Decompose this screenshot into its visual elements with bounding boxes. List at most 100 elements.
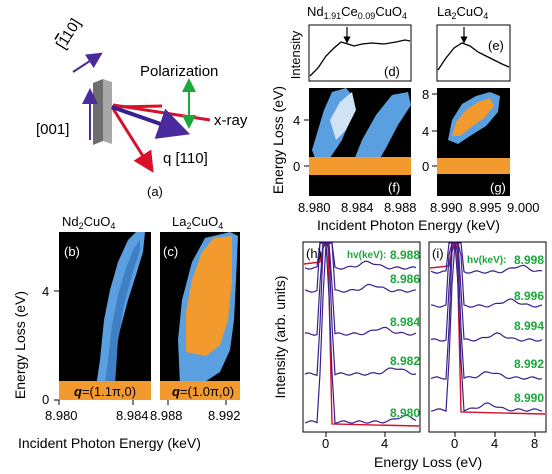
polarization-label: Polarization bbox=[140, 63, 218, 80]
panel-e-xas-curve bbox=[437, 42, 510, 71]
i-spectrum-2 bbox=[430, 242, 543, 308]
i-spectrum-3 bbox=[430, 242, 543, 342]
panel-d: Nd1.91Ce0.09CuO4 (d) bbox=[307, 4, 412, 82]
panel-i-spectra bbox=[429, 240, 546, 415]
i-energy-2: 8.996 bbox=[514, 289, 544, 303]
panel-a-label: (a) bbox=[147, 184, 163, 199]
c-xticklabel-1: 8.988 bbox=[150, 408, 183, 423]
panel-b-title: Nd2CuO4 bbox=[62, 214, 115, 231]
i-xticklabel-0: 0 bbox=[451, 436, 458, 451]
panel-e-title: La2CuO4 bbox=[437, 4, 488, 21]
panel-e-frame bbox=[436, 24, 511, 82]
panel-c-q: q=(1.0π,0) bbox=[172, 384, 234, 399]
dir-110bar-arrow bbox=[72, 52, 103, 73]
h-xticklabel-4: 4 bbox=[381, 436, 388, 451]
b-yticklabel-4: 4 bbox=[42, 284, 49, 299]
b-xticklabel-2: 8.984 bbox=[116, 408, 149, 423]
i-energy-4: 8.992 bbox=[514, 357, 544, 371]
panel-h-spectra bbox=[303, 241, 420, 427]
f-xticklabel-2: 8.984 bbox=[341, 200, 374, 215]
i-energy-5: 8.990 bbox=[514, 391, 544, 405]
i-energy-1: 8.998 bbox=[514, 253, 544, 267]
g-xticklabel-3: 9.000 bbox=[507, 200, 540, 215]
panel-g-elastic-band bbox=[437, 158, 510, 174]
g-yticklabel-0: 0 bbox=[422, 159, 429, 174]
f-xticklabel-3: 8.988 bbox=[384, 200, 417, 215]
i-xticklabel-8: 8 bbox=[531, 436, 538, 451]
bc-ylabel: Energy Loss (eV) bbox=[12, 291, 28, 399]
scattered-beam bbox=[110, 106, 154, 173]
panel-c: La2CuO4 (c) q=(1.0π,0) 8.988 8.992 bbox=[150, 214, 241, 423]
f-yticklabel-0: 0 bbox=[293, 159, 300, 174]
h-energy-3: 8.984 bbox=[390, 315, 420, 329]
h-spectrum-3 bbox=[305, 242, 417, 336]
panel-d-frame bbox=[308, 24, 412, 82]
b-xticklabel-1: 8.980 bbox=[45, 408, 78, 423]
panel-b-q: q=(1.1π,0) bbox=[74, 384, 136, 399]
panel-g-excitation bbox=[452, 98, 494, 136]
panel-b: Nd2CuO4 (b) q=(1.1π,0) 8.980 8.984 4 0 bbox=[42, 214, 151, 423]
panel-a-diagram: [110] [001] x-ray q [110] Polarization (… bbox=[36, 16, 248, 199]
panel-i-label: (i) bbox=[432, 246, 444, 261]
intensity-label: Intensity bbox=[288, 30, 303, 79]
panel-f-label: (f) bbox=[388, 180, 400, 195]
panel-c-title: La2CuO4 bbox=[172, 214, 223, 231]
h-energy-5: 8.980 bbox=[390, 406, 420, 420]
hi-xlabel: Energy Loss (eV) bbox=[374, 454, 482, 470]
dir-110bar-label: [110] bbox=[53, 16, 85, 52]
panel-i-hv: hv(keV): bbox=[467, 255, 506, 266]
i-spectrum-4 bbox=[430, 240, 543, 380]
i-energy-3: 8.994 bbox=[514, 319, 544, 333]
sample-side bbox=[93, 79, 103, 145]
i-spectrum-5 bbox=[430, 242, 543, 412]
panel-c-elastic-band bbox=[160, 381, 240, 400]
panel-i: (i) hv(keV): 8.998 8.996 8.994 8.992 8.9… bbox=[428, 240, 547, 451]
g-xticklabel-1: 8.990 bbox=[430, 200, 463, 215]
c-xticklabel-2: 8.992 bbox=[208, 408, 241, 423]
g-yticklabel-8: 8 bbox=[422, 87, 429, 102]
h-spectrum-4 bbox=[304, 241, 417, 376]
bc-xlabel: Incident Photon Energy (keV) bbox=[18, 435, 201, 451]
scattered-beam-2 bbox=[111, 104, 163, 109]
panel-d-title: Nd1.91Ce0.09CuO4 bbox=[307, 4, 407, 21]
sample-face bbox=[103, 79, 112, 144]
panel-h: (h) hv(keV): 8.988 8.986 8.984 8.982 8.9… bbox=[302, 241, 421, 451]
panel-c-label: (c) bbox=[163, 244, 178, 259]
panel-d-xas-curve bbox=[309, 39, 411, 77]
fg-ylabel: Energy Loss (eV) bbox=[270, 86, 286, 194]
panel-c-excitation bbox=[186, 236, 232, 356]
panel-f-below bbox=[309, 175, 411, 196]
panel-b-dispersion-core bbox=[103, 240, 140, 400]
panel-d-label: (d) bbox=[384, 64, 400, 79]
panel-e: La2CuO4 (e) bbox=[436, 4, 511, 82]
panel-h-hv: hv(keV): bbox=[347, 250, 386, 261]
fg-xlabel: Incident Photon Energy (keV) bbox=[317, 217, 500, 233]
xray-label: x-ray bbox=[214, 112, 248, 129]
panel-f-elastic-band bbox=[309, 157, 411, 175]
dir-001-label: [001] bbox=[36, 121, 69, 138]
h-spectrum-5 bbox=[304, 242, 417, 424]
h-xticklabel-0: 0 bbox=[322, 436, 329, 451]
panel-g-label: (g) bbox=[490, 180, 506, 195]
panel-b-label: (b) bbox=[64, 244, 80, 259]
panel-g: (g) 8 4 0 8.990 8.995 9.000 bbox=[422, 87, 540, 215]
panel-f-highlight bbox=[330, 92, 356, 140]
h-energy-1: 8.988 bbox=[390, 248, 420, 262]
f-xticklabel-1: 8.980 bbox=[298, 200, 331, 215]
hi-ylabel: Intensity (arb. units) bbox=[272, 276, 288, 399]
panel-h-label: (h) bbox=[306, 246, 322, 261]
q-arrow bbox=[111, 105, 191, 139]
i-spectrum-1 bbox=[430, 242, 543, 274]
g-xticklabel-2: 8.995 bbox=[469, 200, 502, 215]
panel-e-label: (e) bbox=[488, 38, 504, 53]
g-yticklabel-4: 4 bbox=[422, 124, 429, 139]
b-yticklabel-0: 0 bbox=[42, 392, 49, 407]
panel-f-dispersion bbox=[350, 92, 411, 172]
q110-label: q [110] bbox=[163, 150, 208, 167]
panel-b-elastic-band bbox=[59, 381, 151, 400]
panel-f: (f) 4 0 8.980 8.984 8.988 bbox=[293, 88, 417, 215]
h-energy-4: 8.982 bbox=[390, 354, 420, 368]
i-xticklabel-4: 4 bbox=[491, 436, 498, 451]
h-energy-2: 8.986 bbox=[390, 272, 420, 286]
